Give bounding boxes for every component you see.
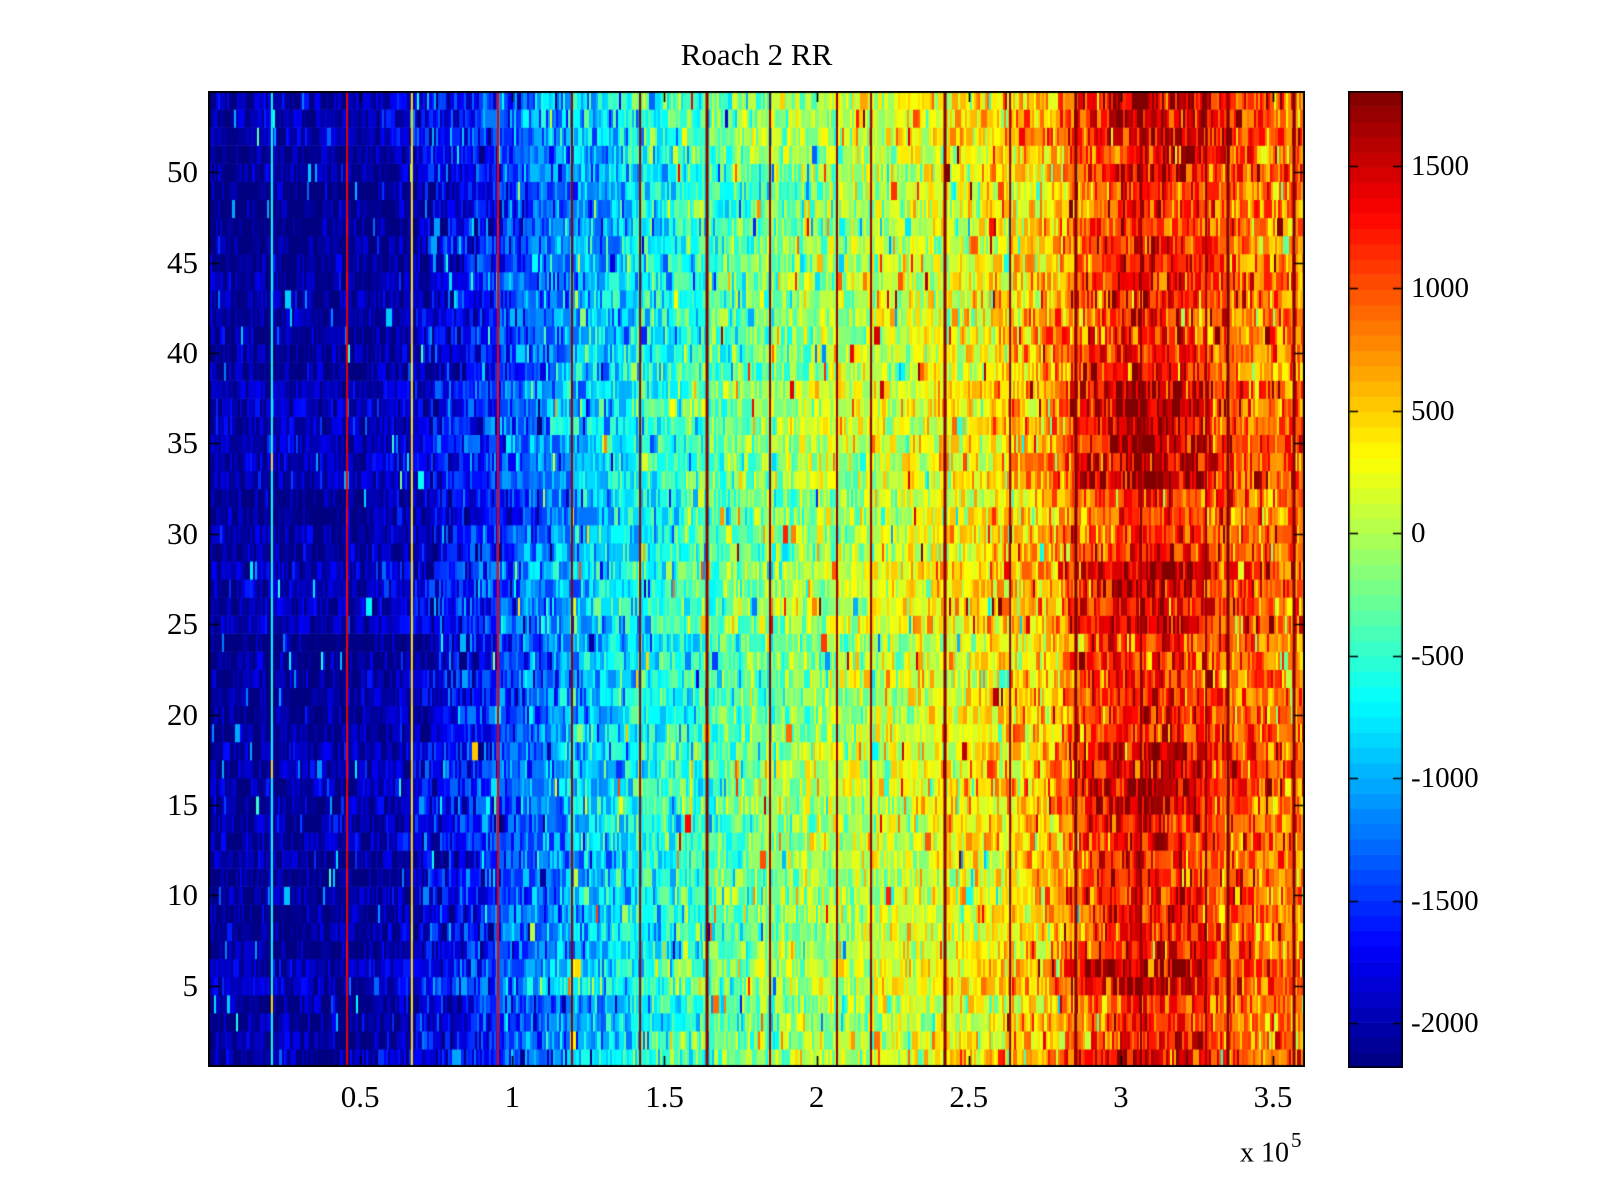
colorbar-tick-label: -500	[1411, 639, 1465, 672]
colorbar-tick-label: 500	[1411, 394, 1455, 427]
y-axis-tick-label: 15	[167, 786, 198, 822]
colorbar-tick-label: 1500	[1411, 149, 1469, 182]
colorbar-tick-label: -2000	[1411, 1006, 1479, 1039]
x-axis-tick-label: 1.5	[645, 1079, 684, 1114]
x-axis-tick-label: 0.5	[340, 1079, 380, 1114]
y-axis-tick-label: 45	[167, 244, 198, 280]
y-axis-tick-label: 35	[167, 425, 198, 461]
y-axis-tick-label: 20	[167, 696, 198, 732]
y-axis-tick-label: 30	[167, 515, 198, 551]
chart-title: Roach 2 RR	[680, 37, 833, 72]
x-axis-exponent: x 105	[1240, 1127, 1302, 1170]
x-axis-tick-label: 2	[808, 1079, 825, 1114]
colorbar-tick-label: 0	[1411, 517, 1426, 550]
colorbar-gradient	[1348, 91, 1403, 1068]
colorbar-tick-label: 1000	[1411, 272, 1469, 305]
colorbar-tick-label: -1500	[1411, 884, 1479, 917]
exponent-base: x 10	[1240, 1137, 1289, 1169]
x-axis-tick-label: 3	[1113, 1079, 1129, 1114]
y-axis-tick-label: 40	[167, 335, 198, 371]
colorbar-tick-label: -1000	[1411, 762, 1479, 795]
x-axis-tick-label: 3.5	[1253, 1079, 1293, 1114]
x-axis-tick-label: 2.5	[949, 1079, 989, 1114]
y-axis-tick-label: 50	[167, 154, 198, 190]
heatmap-image	[208, 91, 1305, 1067]
y-axis-tick-label: 25	[167, 606, 198, 642]
x-axis-tick-label: 1	[504, 1079, 521, 1114]
exponent-power: 5	[1291, 1128, 1302, 1152]
y-axis-tick-label: 5	[182, 967, 199, 1003]
y-axis-tick-label: 10	[167, 877, 198, 913]
